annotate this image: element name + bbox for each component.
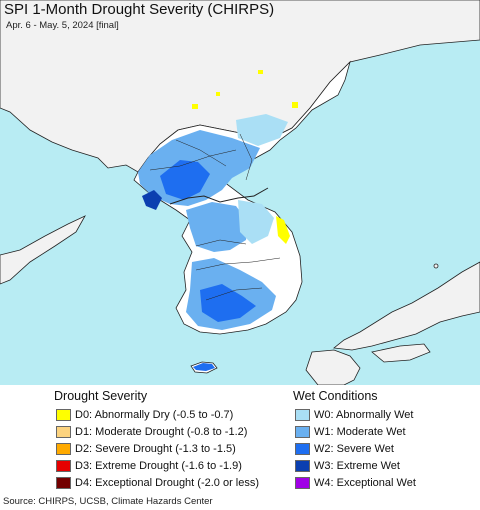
legend-label-w3: W3: Extreme Wet <box>314 460 400 473</box>
legend-item-d3: D3: Extreme Drought (-1.6 to -1.9) <box>56 458 259 475</box>
wet-area-w2-jeju <box>193 363 215 371</box>
legend-label-d3: D3: Extreme Drought (-1.6 to -1.9) <box>75 460 242 473</box>
wet-area-central-w1 <box>186 202 248 252</box>
legend-swatch-w1 <box>295 425 310 438</box>
legend-label-d1: D1: Moderate Drought (-0.8 to -1.2) <box>75 425 248 438</box>
legend-item-w1: W1: Moderate Wet <box>295 423 416 440</box>
legend-item-d4: D4: Exceptional Drought (-2.0 or less) <box>56 475 259 492</box>
legend-swatch-d2 <box>56 442 71 455</box>
legend-label-d4: D4: Exceptional Drought (-2.0 or less) <box>75 477 260 490</box>
legend-label-w1: W1: Moderate Wet <box>314 425 406 438</box>
legend-swatch-w2 <box>295 442 310 455</box>
legend-label-w0: W0: Abnormally Wet <box>314 408 414 421</box>
japan-shikoku <box>371 343 431 363</box>
ulleungdo <box>433 263 439 269</box>
source-credit: Source: CHIRPS, UCSB, Climate Hazards Ce… <box>3 496 213 507</box>
drought-legend: D0: Abnormally Dry (-0.5 to -0.7) D1: Mo… <box>56 406 259 492</box>
inter-korean-border <box>169 187 269 205</box>
legend-item-w0: W0: Abnormally Wet <box>295 406 416 423</box>
legend-swatch-w3 <box>295 460 310 473</box>
legend-label-d2: D2: Severe Drought (-1.3 to -1.5) <box>75 442 236 455</box>
map-title: SPI 1-Month Drought Severity (CHIRPS) <box>4 1 275 18</box>
wet-legend: W0: Abnormally Wet W1: Moderate Wet W2: … <box>295 406 416 492</box>
legend-label-d0: D0: Abnormally Dry (-0.5 to -0.7) <box>75 408 234 421</box>
legend-swatch-w4 <box>295 477 310 490</box>
legend-item-w4: W4: Exceptional Wet <box>295 475 416 492</box>
dry-area-d0-north-a <box>192 104 198 109</box>
wet-area-w0-east <box>238 200 274 244</box>
wet-area-w2-north <box>160 160 210 200</box>
dry-area-d0-north-c <box>258 70 263 74</box>
dry-area-d0-east <box>276 216 290 244</box>
legend-swatch-w0 <box>295 408 310 421</box>
map-subtitle: Apr. 6 - May. 5, 2024 [final] <box>6 20 119 31</box>
legend-swatch-d3 <box>56 460 71 473</box>
legend-label-w4: W4: Exceptional Wet <box>314 477 416 490</box>
province-lines-north <box>149 133 253 181</box>
legend-item-d0: D0: Abnormally Dry (-0.5 to -0.7) <box>56 406 259 423</box>
legend-item-d2: D2: Severe Drought (-1.3 to -1.5) <box>56 440 259 457</box>
wet-area-w3-west <box>142 190 162 210</box>
wet-area-w0-north <box>236 114 288 146</box>
legend-swatch-d1 <box>56 425 71 438</box>
legend-item-w2: W2: Severe Wet <box>295 440 416 457</box>
drought-legend-heading: Drought Severity <box>54 389 148 403</box>
legend-swatch-d4 <box>56 477 71 490</box>
dry-area-d0-north-b <box>292 102 298 108</box>
dry-area-d0-north-d <box>216 92 220 96</box>
japan-honshu <box>332 261 480 351</box>
wet-area-w2-south <box>200 284 256 322</box>
drought-map <box>0 0 480 385</box>
legend-label-w2: W2: Severe Wet <box>314 442 394 455</box>
japan-kyushu <box>305 349 361 385</box>
province-lines-south <box>195 239 281 301</box>
shandong-peninsula <box>0 215 86 285</box>
legend-item-d1: D1: Moderate Drought (-0.8 to -1.2) <box>56 423 259 440</box>
legend-item-w3: W3: Extreme Wet <box>295 458 416 475</box>
legend-swatch-d0 <box>56 408 71 421</box>
wet-legend-heading: Wet Conditions <box>293 389 378 403</box>
